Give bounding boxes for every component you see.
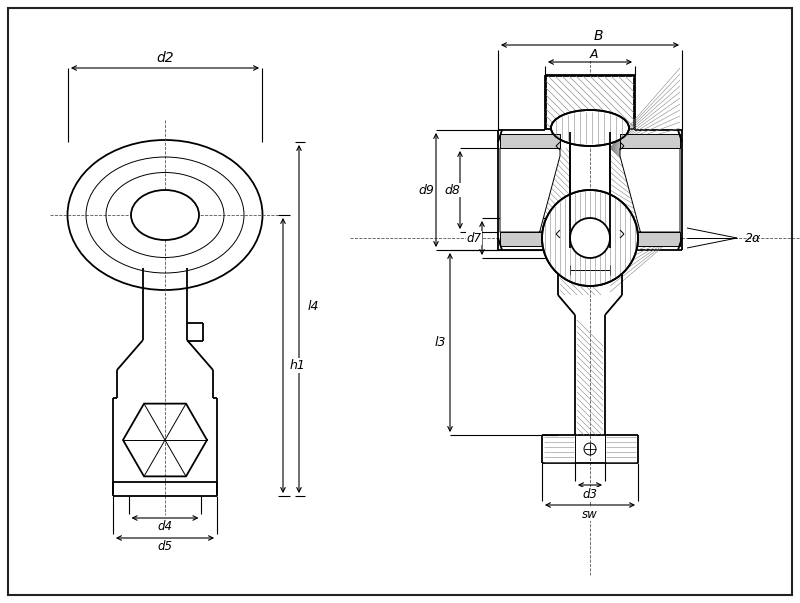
Polygon shape <box>500 148 560 238</box>
Ellipse shape <box>551 110 629 146</box>
Text: A: A <box>590 48 598 60</box>
Ellipse shape <box>67 140 262 290</box>
Text: 2α: 2α <box>745 232 762 244</box>
Text: h1: h1 <box>290 359 306 372</box>
Text: d8: d8 <box>444 183 460 197</box>
Text: d7: d7 <box>466 232 482 244</box>
Polygon shape <box>620 232 680 246</box>
Text: d4: d4 <box>158 520 173 534</box>
Text: l3: l3 <box>434 336 446 349</box>
Circle shape <box>542 190 638 286</box>
Polygon shape <box>620 134 680 148</box>
Text: l4: l4 <box>307 300 318 314</box>
Polygon shape <box>500 134 560 148</box>
Ellipse shape <box>131 190 199 240</box>
Text: d9: d9 <box>418 183 434 197</box>
Circle shape <box>570 218 610 258</box>
Text: B: B <box>594 29 602 43</box>
Polygon shape <box>546 76 634 129</box>
Polygon shape <box>620 148 680 238</box>
Text: sw: sw <box>582 508 598 520</box>
Text: d2: d2 <box>156 51 174 65</box>
Text: d5: d5 <box>158 540 173 554</box>
Polygon shape <box>500 232 560 246</box>
Text: d3: d3 <box>582 487 598 500</box>
